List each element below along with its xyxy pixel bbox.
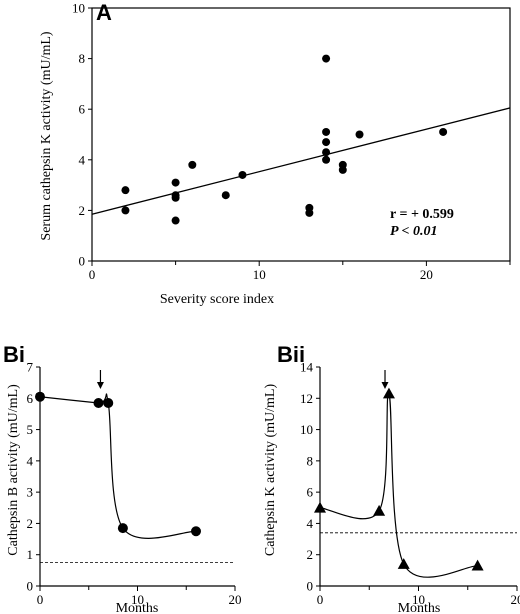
panel-a-data-point (322, 155, 331, 164)
panel-bii-y-tick-label: 14 (300, 360, 314, 375)
panel-bi-letter: Bi (3, 342, 25, 367)
panel-bi-x-axis-label: Months (116, 601, 159, 614)
panel-a-regression-line (91, 107, 511, 215)
panel-a-data-point (221, 191, 230, 200)
panel-bii-y-tick-label: 2 (307, 547, 314, 562)
panel-a-p-value-annotation: P < 0.01 (390, 224, 438, 239)
panel-a-y-tick-label: 6 (79, 102, 86, 117)
panel-bii-data-point (373, 504, 386, 516)
panel-bi-data-point (93, 397, 104, 408)
panel-bi-data-point (35, 391, 45, 402)
panel-bi-data-point (191, 526, 201, 537)
panel-a-y-axis-label: Serum cathepsin K activity (mU/mL) (39, 31, 54, 241)
panel-bii-series-line (319, 392, 478, 578)
panel-a-data-point (322, 127, 331, 136)
panel-a-y-tick-label: 10 (72, 1, 85, 16)
panel-bii-y-tick-label: 12 (300, 391, 313, 406)
panel-bi-y-axis-label: Cathepsin B activity (mU/mL) (6, 384, 21, 556)
panel-bii-y-tick-label: 8 (307, 453, 314, 468)
panel-bii-x-tick-label: 20 (511, 592, 520, 607)
panel-bi-arrow-head (96, 382, 104, 389)
panel-bii-data-point (382, 387, 395, 399)
panel-a-data-point (322, 54, 331, 63)
panel-bii-letter: Bii (277, 342, 305, 367)
panel-a-y-tick-label: 0 (79, 254, 86, 269)
panel-a-data-point (439, 127, 448, 136)
panel-a-data-point (121, 206, 130, 215)
panel-bi-y-tick-label: 4 (27, 453, 34, 468)
panel-bii-arrow-head (381, 382, 389, 389)
panel-bi-y-tick-label: 7 (27, 360, 34, 375)
panel-a-x-tick-label: 10 (253, 267, 266, 282)
panel-a-data-point (355, 130, 364, 139)
panel-bii-data-point (397, 558, 410, 569)
panel-a-data-point (338, 165, 347, 174)
panel-bii-y-axis-label: Cathepsin K activity (mU/mL) (263, 384, 278, 557)
panel-bi-y-tick-label: 1 (27, 547, 34, 562)
panel-bii-x-axis-label: Months (398, 601, 441, 614)
panel-bi-y-tick-label: 0 (27, 579, 34, 594)
panel-bi-line: Bi Cathepsin B activity (mU/mL) Months 0… (3, 342, 242, 614)
panel-a-correlation-annotation: r = + 0.599 (390, 207, 454, 222)
panel-bii-x-tick-label: 10 (412, 592, 425, 607)
panel-a-data-point (171, 178, 180, 187)
panel-bii-x-tick-label: 0 (317, 592, 324, 607)
panel-bii-y-tick-label: 10 (300, 422, 313, 437)
panel-bii-line: Bii Cathepsin K activity (mU/mL) Months … (263, 342, 520, 614)
panel-a-plot-frame (91, 7, 511, 262)
panel-bii-data-point (314, 501, 326, 513)
panel-a-data-point (171, 193, 180, 202)
panel-a-data-point (121, 186, 130, 195)
panel-a-data-point (188, 160, 197, 169)
panel-bii-y-tick-label: 6 (307, 485, 314, 500)
panel-bii-data-point (471, 559, 484, 571)
panel-a-y-tick-label: 4 (79, 152, 86, 167)
panel-a-y-tick-label: 2 (79, 203, 86, 218)
panel-bi-series-line (39, 393, 197, 539)
panel-bii-y-tick-label: 0 (307, 579, 314, 594)
panel-a-data-point (238, 170, 247, 179)
panel-bi-x-tick-label: 10 (131, 592, 144, 607)
panel-a-x-tick-label: 0 (89, 267, 96, 282)
panel-bii-y-tick-label: 4 (307, 516, 314, 531)
panel-a-x-axis-label: Severity score index (160, 292, 274, 307)
panel-bi-y-tick-label: 5 (27, 422, 34, 437)
panel-bi-y-tick-label: 2 (27, 516, 34, 531)
panel-a-data-point (305, 208, 314, 217)
panel-a-data-point (171, 216, 180, 225)
panel-a-data-point (322, 148, 331, 157)
panel-a-data-point (322, 138, 331, 147)
panel-bi-data-point (103, 397, 114, 408)
panel-a-letter: A (96, 0, 112, 25)
panel-bi-x-tick-label: 0 (37, 592, 44, 607)
panel-a-x-tick-label: 20 (420, 267, 433, 282)
panel-a-scatter: A Serum cathepsin K activity (mU/mL) Sev… (39, 0, 511, 307)
panel-bi-y-tick-label: 6 (27, 391, 34, 406)
panel-bi-y-tick-label: 3 (27, 485, 34, 500)
panel-a-y-tick-label: 8 (79, 51, 86, 66)
panel-bi-x-tick-label: 20 (229, 592, 242, 607)
panel-bi-data-point (117, 523, 128, 534)
